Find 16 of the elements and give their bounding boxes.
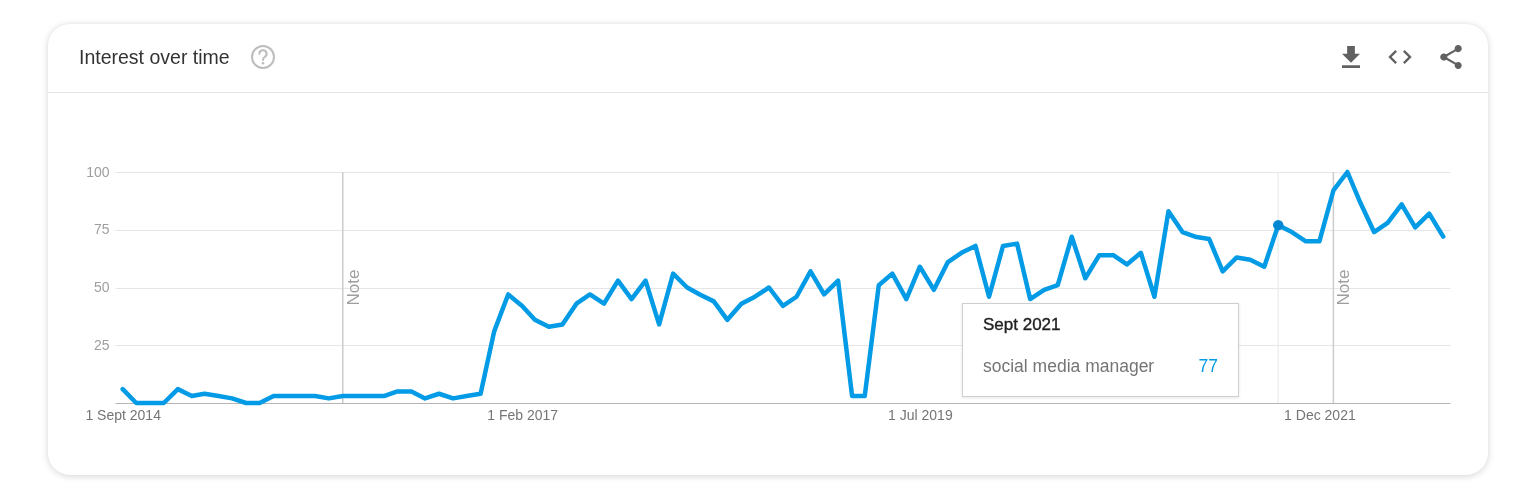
- y-tick-label: 100: [86, 163, 110, 180]
- x-tick-label: 1 Dec 2021: [1284, 406, 1356, 423]
- annotation: 77: [1198, 356, 1218, 377]
- chart-title: Interest over time: [79, 45, 230, 69]
- x-tick-label: 1 Sept 2014: [85, 406, 162, 423]
- ref-line-label: Note: [1334, 269, 1354, 306]
- x-tick-label: 1 Jul 2019: [888, 406, 953, 423]
- ref-line-label: Note: [343, 269, 363, 306]
- tooltip-box: Sept 2021 social media manager 77: [962, 303, 1239, 397]
- y-tick-label: 75: [93, 221, 110, 238]
- x-tick-label: 1 Feb 2017: [487, 406, 559, 423]
- line-series: [120, 169, 1446, 406]
- y-tick-label: 50: [93, 279, 110, 295]
- y-tick-label: 25: [93, 336, 110, 353]
- annotation: social media manager: [983, 356, 1155, 377]
- annotation: Sept 2021: [983, 315, 1061, 335]
